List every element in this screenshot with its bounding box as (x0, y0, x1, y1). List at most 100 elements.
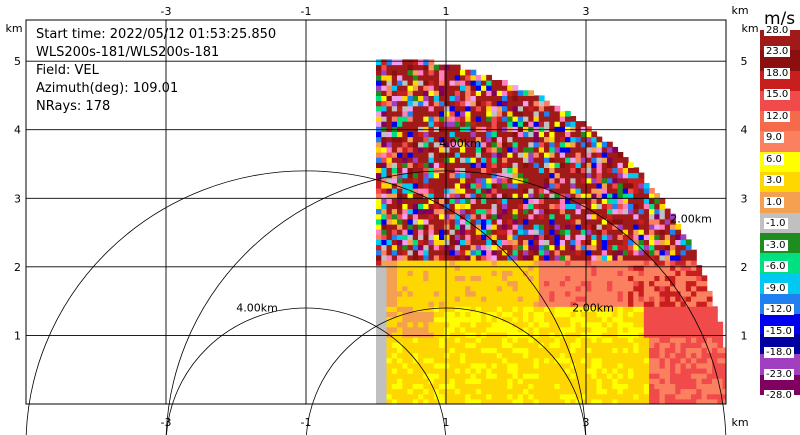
velocity-cell (580, 254, 587, 261)
velocity-cell (481, 131, 487, 138)
velocity-cell (601, 393, 608, 400)
velocity-cell (544, 326, 550, 333)
velocity-cell (496, 239, 503, 246)
velocity-cell (685, 388, 692, 395)
velocity-cell (502, 208, 508, 215)
velocity-cell (502, 172, 508, 179)
velocity-cell (559, 357, 566, 364)
velocity-cell (460, 357, 466, 364)
velocity-cell (643, 362, 650, 369)
velocity-cell (591, 260, 598, 266)
velocity-cell (454, 270, 461, 276)
velocity-cell (717, 337, 724, 343)
velocity-cell (439, 357, 445, 364)
velocity-cell (633, 301, 640, 307)
velocity-cell (607, 326, 613, 333)
velocity-cell (586, 270, 592, 276)
velocity-cell (706, 316, 713, 323)
velocity-cell (475, 296, 482, 302)
velocity-cell (565, 254, 571, 261)
velocity-cell (533, 234, 540, 240)
velocity-cell (423, 234, 430, 240)
velocity-cell (622, 249, 629, 256)
velocity-cell (454, 249, 461, 256)
velocity-cell (596, 198, 603, 204)
velocity-cell (507, 198, 513, 204)
velocity-cell (596, 393, 603, 400)
velocity-cell (628, 290, 634, 297)
velocity-cell (575, 157, 582, 163)
velocity-cell (475, 182, 482, 189)
velocity-cell (580, 213, 587, 220)
velocity-cell (654, 213, 661, 220)
velocity-cell (428, 239, 435, 246)
velocity-cell (622, 244, 629, 251)
velocity-cell (423, 126, 430, 132)
velocity-cell (481, 249, 487, 256)
velocity-cell (428, 229, 435, 235)
velocity-cell (701, 352, 708, 359)
x-tick-label-bottom: -3 (161, 416, 172, 429)
velocity-cell (533, 229, 540, 235)
velocity-cell (565, 342, 571, 348)
velocity-cell (638, 373, 645, 379)
velocity-cell (617, 167, 624, 174)
velocity-cell (591, 208, 598, 215)
velocity-cell (475, 85, 482, 91)
velocity-cell (475, 306, 482, 312)
velocity-cell (680, 239, 687, 246)
velocity-cell (549, 157, 556, 163)
velocity-cell (549, 188, 556, 194)
velocity-cell (502, 362, 508, 369)
velocity-cell (381, 275, 388, 282)
velocity-cell (391, 188, 398, 194)
velocity-cell (544, 362, 550, 369)
velocity-cell (460, 290, 466, 297)
velocity-cell (502, 80, 508, 86)
velocity-cell (423, 105, 430, 112)
velocity-cell (391, 332, 398, 338)
velocity-cell (439, 213, 445, 220)
velocity-cell (376, 90, 382, 96)
velocity-cell (612, 254, 619, 261)
velocity-cell (397, 378, 403, 384)
velocity-cell (412, 100, 419, 107)
velocity-cell (460, 182, 466, 189)
velocity-cell (412, 182, 419, 189)
velocity-cell (502, 188, 508, 194)
velocity-cell (549, 249, 556, 256)
velocity-cell (628, 352, 634, 359)
velocity-cell (559, 326, 566, 333)
velocity-cell (612, 157, 619, 163)
velocity-cell (391, 152, 398, 158)
velocity-cell (643, 311, 650, 318)
velocity-cell (507, 162, 513, 168)
velocity-cell (570, 265, 577, 271)
velocity-cell (433, 265, 440, 271)
velocity-cell (470, 244, 477, 251)
velocity-cell (633, 239, 640, 246)
velocity-cell (544, 157, 550, 163)
velocity-cell (418, 347, 424, 354)
velocity-cell (433, 131, 440, 138)
velocity-cell (433, 290, 440, 297)
velocity-cell (528, 157, 535, 163)
velocity-cell (402, 373, 409, 379)
velocity-cell (554, 146, 561, 153)
velocity-cell (538, 100, 545, 107)
velocity-cell (696, 393, 703, 400)
velocity-cell (612, 239, 619, 246)
velocity-cell (507, 296, 513, 302)
velocity-cell (512, 131, 519, 138)
velocity-cell (496, 362, 503, 369)
velocity-cell (544, 198, 550, 204)
velocity-cell (617, 177, 624, 184)
velocity-cell (402, 352, 409, 359)
velocity-cell (586, 337, 592, 343)
velocity-cell (433, 368, 440, 374)
velocity-cell (559, 280, 566, 287)
velocity-cell (470, 95, 477, 102)
velocity-cell (386, 383, 393, 390)
velocity-cell (481, 383, 487, 390)
velocity-cell (601, 285, 608, 292)
